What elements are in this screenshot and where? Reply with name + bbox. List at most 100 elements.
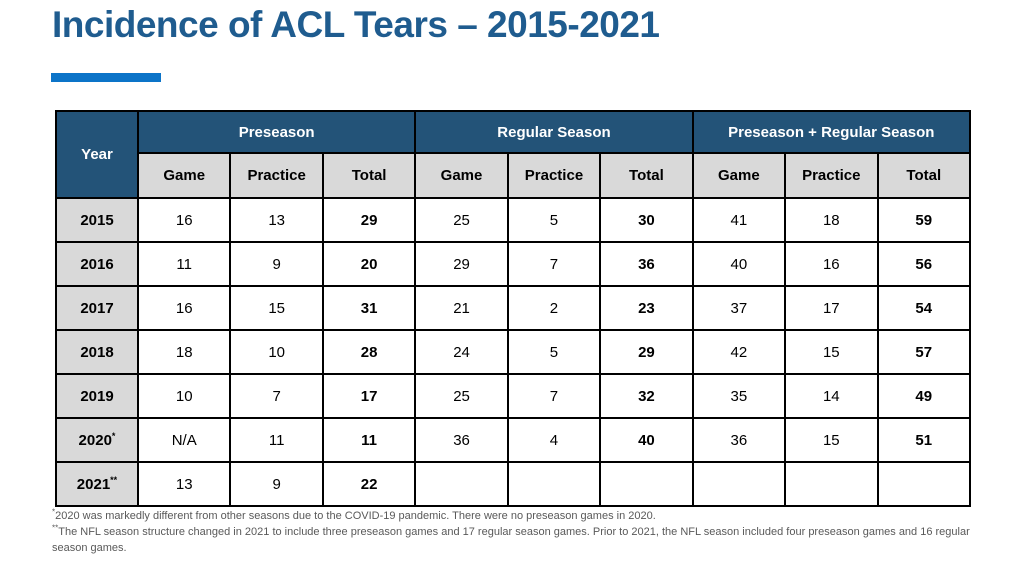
cell-2017-regular-season-game: 21 <box>414 285 509 331</box>
footnotes: *2020 was markedly different from other … <box>52 508 976 557</box>
cell-2020-preseason-regular-season-practice: 15 <box>784 417 879 463</box>
subheader-preseason-total: Total <box>321 152 417 199</box>
cell-2021-preseason-regular-season-total <box>876 461 971 507</box>
group-header-preseason-regular-season: Preseason + Regular Season <box>691 110 972 154</box>
cell-2018-regular-season-game: 24 <box>414 329 509 375</box>
group-header-preseason: Preseason <box>136 110 417 154</box>
cell-2017-regular-season-total: 23 <box>599 285 694 331</box>
cell-2016-preseason-total: 20 <box>321 241 417 287</box>
cell-2020-preseason-regular-season-total: 51 <box>876 417 971 463</box>
footnote-text: The NFL season structure changed in 2021… <box>52 525 970 554</box>
header-group-row: Year Preseason Regular Season Preseason + R… <box>55 110 972 199</box>
cell-2017-preseason-regular-season-practice: 17 <box>784 285 879 331</box>
subheader-regular-season-practice: Practice <box>506 152 602 199</box>
row-header-2016: 2016 <box>55 241 139 287</box>
row-header-2017: 2017 <box>55 285 139 331</box>
cell-2015-regular-season-game: 25 <box>414 197 509 243</box>
row-header-2021: 2021** <box>55 461 139 507</box>
table-row-2018: 2018 18 10 28 24 5 29 42 15 57 <box>55 329 971 375</box>
table-row-2016: 2016 11 9 20 29 7 36 40 16 56 <box>55 241 971 287</box>
cell-2018-preseason-practice: 10 <box>229 329 324 375</box>
footnote-covid: *2020 was markedly different from other … <box>52 508 976 525</box>
subheader-preseason-game: Game <box>136 152 232 199</box>
cell-2018-preseason-regular-season-total: 57 <box>876 329 971 375</box>
cell-2019-preseason-regular-season-practice: 14 <box>784 373 879 419</box>
cell-2018-regular-season-practice: 5 <box>506 329 602 375</box>
acl-tears-table: Year Preseason Regular Season Preseason + R… <box>55 110 972 507</box>
cell-2017-preseason-practice: 15 <box>229 285 324 331</box>
cell-2018-preseason-regular-season-game: 42 <box>691 329 787 375</box>
year-label: 2021 <box>76 475 111 493</box>
cell-2017-preseason-game: 16 <box>136 285 232 331</box>
year-label: 2015 <box>80 211 114 229</box>
cell-2019-preseason-total: 17 <box>321 373 417 419</box>
cell-2015-regular-season-total: 30 <box>599 197 694 243</box>
table-row-2019: 2019 10 7 17 25 7 32 35 14 49 <box>55 373 971 419</box>
cell-2021-preseason-game: 13 <box>136 461 232 507</box>
table-head: Year Preseason Regular Season Preseason + R… <box>55 110 972 199</box>
subheader-regular-season-game: Game <box>414 152 509 199</box>
cell-2015-preseason-total: 29 <box>321 197 417 243</box>
year-label: 2020 <box>78 431 112 449</box>
year-footnote-marker: * <box>111 430 116 441</box>
subheader-preseason-regular-season-total: Total <box>876 152 971 199</box>
header-sub-row: Game Practice Total Game Practice Total Game Pr… <box>56 152 971 199</box>
table-row-2020: 2020* N/A 11 11 36 4 40 36 15 51 <box>55 417 971 463</box>
cell-2016-regular-season-game: 29 <box>414 241 509 287</box>
cell-2019-regular-season-practice: 7 <box>506 373 602 419</box>
footnote-nfl-structure: **The NFL season structure changed in 20… <box>52 523 976 557</box>
cell-2015-preseason-regular-season-practice: 18 <box>784 197 879 243</box>
cell-2017-regular-season-practice: 2 <box>506 285 602 331</box>
table-body: 2015 16 13 29 25 5 30 41 18 59 2016 11 9 20 29 7 36 40 16 5… <box>55 197 971 507</box>
year-footnote-marker: ** <box>110 474 118 485</box>
title-accent-bar <box>51 73 161 82</box>
cell-2018-preseason-regular-season-practice: 15 <box>784 329 879 375</box>
page-title: Incidence of ACL Tears – 2015-2021 <box>52 4 660 45</box>
cell-2015-preseason-game: 16 <box>136 197 232 243</box>
cell-2020-regular-season-game: 36 <box>414 417 509 463</box>
year-label: 2017 <box>80 299 114 317</box>
cell-2016-preseason-regular-season-game: 40 <box>691 241 787 287</box>
cell-2016-preseason-practice: 9 <box>229 241 324 287</box>
cell-2016-preseason-regular-season-total: 56 <box>876 241 971 287</box>
cell-2020-regular-season-total: 40 <box>599 417 694 463</box>
cell-2015-preseason-regular-season-total: 59 <box>876 197 971 243</box>
cell-2020-preseason-game: N/A <box>136 417 232 463</box>
cell-2016-preseason-regular-season-practice: 16 <box>784 241 879 287</box>
cell-2018-preseason-game: 18 <box>136 329 232 375</box>
year-label: 2016 <box>80 255 114 273</box>
cell-2019-regular-season-total: 32 <box>599 373 694 419</box>
cell-2021-preseason-regular-season-game <box>691 461 787 507</box>
cell-2021-regular-season-practice <box>506 461 602 507</box>
cell-2021-regular-season-total <box>599 461 694 507</box>
cell-2018-preseason-total: 28 <box>321 329 417 375</box>
cell-2020-preseason-regular-season-game: 36 <box>691 417 787 463</box>
cell-2019-preseason-game: 10 <box>136 373 232 419</box>
cell-2017-preseason-regular-season-game: 37 <box>691 285 787 331</box>
cell-2021-preseason-practice: 9 <box>229 461 324 507</box>
cell-2017-preseason-total: 31 <box>321 285 417 331</box>
cell-2020-preseason-practice: 11 <box>229 417 324 463</box>
cell-2021-preseason-regular-season-practice <box>784 461 879 507</box>
subheader-preseason-regular-season-practice: Practice <box>784 152 879 199</box>
cell-2016-preseason-game: 11 <box>136 241 232 287</box>
cell-2019-preseason-regular-season-total: 49 <box>876 373 971 419</box>
cell-2019-preseason-regular-season-game: 35 <box>691 373 787 419</box>
year-label: 2019 <box>80 387 114 405</box>
footnote-marker-double-asterisk: ** <box>52 523 59 533</box>
table-row-2015: 2015 16 13 29 25 5 30 41 18 59 <box>55 197 971 243</box>
cell-2019-regular-season-game: 25 <box>414 373 509 419</box>
subheader-preseason-regular-season-game: Game <box>691 152 787 199</box>
footnote-text: 2020 was markedly different from other s… <box>55 510 656 522</box>
cell-2016-regular-season-total: 36 <box>599 241 694 287</box>
year-label: 2018 <box>80 343 114 361</box>
subheader-preseason-practice: Practice <box>229 152 324 199</box>
cell-2016-regular-season-practice: 7 <box>506 241 602 287</box>
row-header-2019: 2019 <box>55 373 139 419</box>
cell-2017-preseason-regular-season-total: 54 <box>876 285 971 331</box>
table-row-2021: 2021** 13 9 22 <box>55 461 971 507</box>
cell-2019-preseason-practice: 7 <box>229 373 324 419</box>
row-header-2015: 2015 <box>55 197 139 243</box>
row-header-2020: 2020* <box>55 417 139 463</box>
